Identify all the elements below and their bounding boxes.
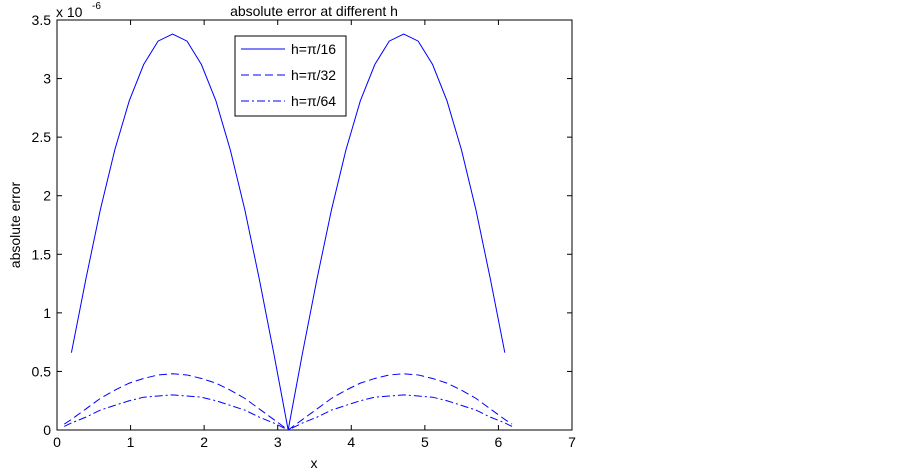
legend-label: h=π/32 bbox=[291, 67, 336, 83]
y-exponent-base: x 10 bbox=[56, 4, 83, 20]
y-tick-label: 1 bbox=[43, 305, 51, 321]
x-axis-label: x bbox=[311, 455, 318, 471]
x-tick-label: 1 bbox=[127, 434, 135, 450]
x-tick-label: 0 bbox=[53, 434, 61, 450]
legend-label: h=π/64 bbox=[291, 93, 336, 109]
y-tick-label: 1.5 bbox=[32, 246, 52, 262]
plot-frame bbox=[56, 19, 573, 431]
y-exponent-power: -6 bbox=[92, 1, 101, 12]
y-tick-label: 2.5 bbox=[32, 129, 52, 145]
x-tick-label: 4 bbox=[347, 434, 355, 450]
y-axis-label: absolute error bbox=[7, 181, 23, 268]
x-tick-label: 7 bbox=[568, 434, 576, 450]
chart-title: absolute error at different h bbox=[230, 3, 398, 19]
y-tick-label: 2 bbox=[43, 188, 51, 204]
y-tick-label: 0 bbox=[43, 422, 51, 438]
y-tick-label: 3 bbox=[43, 71, 51, 87]
x-tick-label: 5 bbox=[421, 434, 429, 450]
y-tick-label: 0.5 bbox=[32, 363, 52, 379]
series-line bbox=[63, 373, 513, 431]
series-line bbox=[63, 394, 513, 431]
x-tick-label: 3 bbox=[274, 434, 282, 450]
x-tick-label: 6 bbox=[495, 434, 503, 450]
legend-label: h=π/16 bbox=[291, 41, 336, 57]
y-tick-label: 3.5 bbox=[32, 12, 52, 28]
x-tick-label: 2 bbox=[200, 434, 208, 450]
